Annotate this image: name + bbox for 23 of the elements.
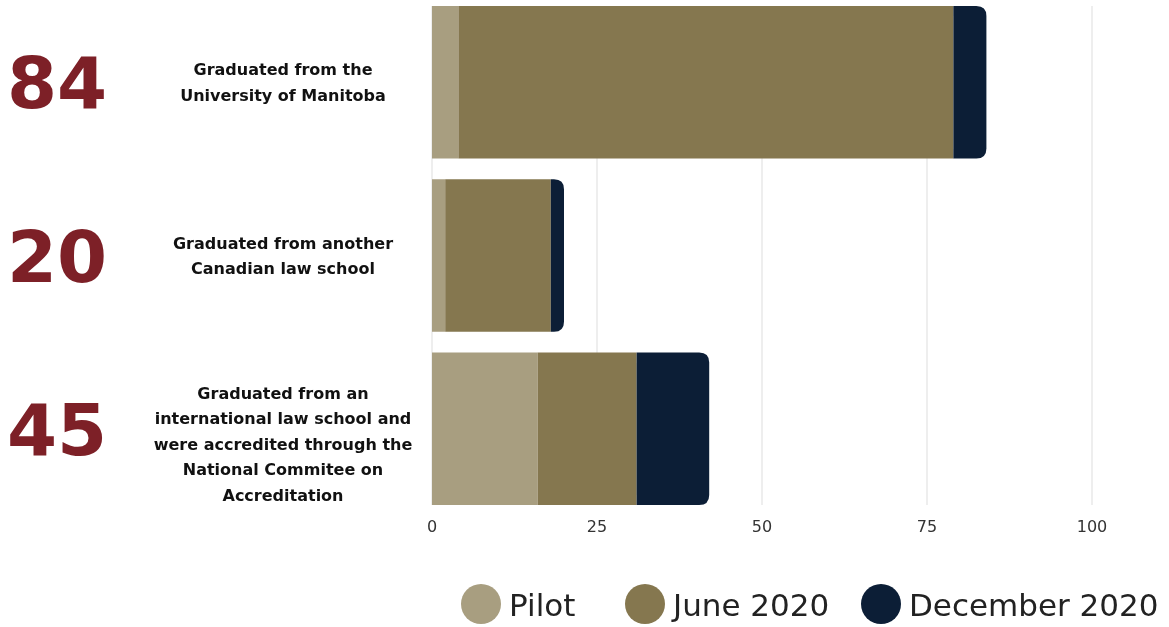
bar bbox=[432, 352, 538, 505]
y-tick-label: Graduated from an international law school and were accredited through the National Commitee on Accreditation bbox=[153, 383, 413, 505]
text: 84 bbox=[6, 41, 108, 126]
x-tick-label: 75 bbox=[916, 517, 938, 536]
x-tick-label: 100 bbox=[1076, 517, 1108, 536]
bar bbox=[432, 6, 459, 159]
bar bbox=[432, 179, 446, 332]
legend-label: Pilot bbox=[509, 587, 576, 623]
y-tick-label: Graduated from the University of Manitoba bbox=[180, 60, 386, 105]
bar bbox=[445, 179, 551, 332]
text: 20 bbox=[6, 214, 108, 299]
bar bbox=[550, 179, 564, 332]
legend-label: December 2020 bbox=[909, 587, 1159, 623]
bar bbox=[953, 6, 987, 159]
bar bbox=[537, 352, 637, 505]
y-tick-label: Graduated from another Canadian law school bbox=[172, 233, 394, 279]
x-tick-label: 25 bbox=[586, 517, 608, 536]
text: 45 bbox=[6, 387, 108, 472]
legend-label: June 2020 bbox=[671, 587, 830, 623]
bar bbox=[636, 352, 710, 505]
x-tick-label: 0 bbox=[426, 517, 438, 536]
bar bbox=[458, 6, 954, 159]
x-tick-label: 50 bbox=[751, 517, 773, 536]
